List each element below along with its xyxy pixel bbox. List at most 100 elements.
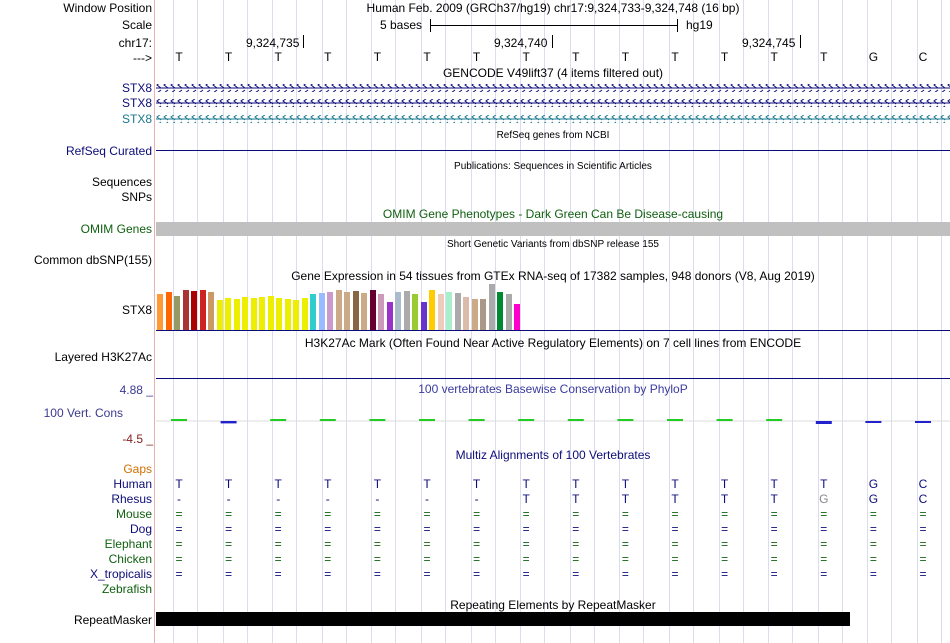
publications-sequences-label[interactable]: Sequences	[91, 175, 152, 189]
phylop-score-mark[interactable]	[319, 419, 336, 421]
gtex-tissue-bar[interactable]	[429, 290, 435, 330]
gtex-tissue-bar[interactable]	[157, 294, 163, 330]
phylop-score-mark[interactable]	[369, 419, 386, 421]
gtex-bar-chart[interactable]	[156, 282, 536, 330]
gencode-item-2-label[interactable]: STX8	[121, 96, 152, 110]
multiz-aligned-base: G	[819, 492, 829, 506]
ruler-tick-1: 9,324,735	[246, 36, 300, 50]
gtex-tissue-bar[interactable]	[420, 302, 427, 330]
gtex-tissue-bar[interactable]	[242, 297, 248, 330]
phylop-score-mark[interactable]	[419, 419, 435, 421]
refseq-label[interactable]: RefSeq Curated	[65, 144, 152, 158]
multiz-species-label[interactable]: Zebrafish	[101, 582, 152, 596]
gtex-tissue-bar[interactable]	[191, 291, 197, 330]
phylop-score-mark[interactable]	[667, 419, 683, 421]
multiz-aligned-base: =	[721, 537, 729, 551]
multiz-species-label[interactable]: Mouse	[115, 507, 152, 521]
gencode-transcript-2[interactable]	[156, 99, 950, 107]
phylop-plot[interactable]	[156, 400, 950, 440]
gtex-tissue-bar[interactable]	[386, 302, 393, 330]
gtex-tissue-bar[interactable]	[250, 298, 257, 330]
multiz-species-label[interactable]: Human	[113, 477, 152, 491]
gtex-tissue-bar[interactable]	[488, 284, 495, 330]
gtex-tissue-bar[interactable]	[463, 297, 469, 330]
gtex-tissue-bar[interactable]	[437, 294, 444, 330]
gtex-tissue-bar[interactable]	[395, 292, 401, 330]
multiz-species-label[interactable]: Rhesus	[111, 492, 152, 506]
gtex-tissue-bar[interactable]	[505, 294, 512, 330]
gtex-tissue-bar[interactable]	[225, 298, 231, 330]
omim-label[interactable]: OMIM Genes	[80, 222, 152, 236]
multiz-species-label[interactable]: Dog	[129, 522, 152, 536]
phylop-score-mark[interactable]	[567, 419, 584, 421]
gtex-tissue-bar[interactable]	[276, 298, 282, 330]
gtex-tissue-bar[interactable]	[480, 299, 486, 330]
gtex-tissue-bar[interactable]	[182, 290, 189, 330]
gtex-tissue-bar[interactable]	[259, 297, 265, 330]
gencode-features[interactable]	[156, 81, 950, 127]
gtex-tissue-bar[interactable]	[318, 293, 325, 330]
gtex-tissue-bar[interactable]	[352, 291, 359, 330]
multiz-aligned-base: =	[621, 567, 629, 581]
gtex-tissue-bar[interactable]	[301, 298, 308, 330]
conservation-max-label: 4.88 _	[119, 383, 153, 397]
gtex-tissue-bar[interactable]	[361, 293, 367, 330]
gtex-tissue-bar[interactable]	[216, 300, 223, 330]
phylop-score-mark[interactable]	[468, 419, 485, 421]
gencode-transcript-1[interactable]	[156, 84, 950, 92]
gtex-tissue-bar[interactable]	[233, 299, 240, 330]
gtex-tissue-bar[interactable]	[497, 292, 503, 330]
multiz-aligned-base: C	[918, 477, 928, 491]
multiz-species-label[interactable]: Elephant	[104, 537, 152, 551]
publications-snps-label[interactable]: SNPs	[121, 190, 152, 204]
gtex-tissue-bar[interactable]	[446, 292, 452, 330]
phylop-score-mark[interactable]	[915, 421, 931, 423]
phylop-score-mark[interactable]	[716, 419, 733, 421]
phylop-score-mark[interactable]	[865, 421, 882, 423]
gtex-tissue-bar[interactable]	[293, 300, 299, 330]
refseq-feature-line[interactable]	[156, 150, 950, 151]
repeatmasker-element[interactable]	[156, 612, 850, 626]
dbsnp-label[interactable]: Common dbSNP(155)	[33, 253, 152, 267]
gtex-tissue-bar[interactable]	[208, 292, 214, 330]
gtex-tissue-bar[interactable]	[199, 290, 206, 330]
omim-phenotype-bar[interactable]	[156, 222, 950, 236]
phylop-score-mark[interactable]	[518, 419, 535, 421]
gtex-tissue-bar[interactable]	[344, 292, 350, 330]
conservation-label[interactable]: 100 Vert. Cons	[43, 406, 123, 420]
gtex-tissue-bar[interactable]	[454, 293, 461, 330]
gtex-label[interactable]: STX8	[121, 303, 152, 317]
gtex-tissue-bar[interactable]	[378, 294, 384, 330]
multiz-gaps-label[interactable]: Gaps	[123, 462, 152, 476]
gencode-item-3-label[interactable]: STX8	[121, 112, 152, 126]
scale-bar-right-end	[677, 19, 678, 32]
phylop-score-mark[interactable]	[766, 419, 783, 421]
multiz-species-label[interactable]: X_tropicalis	[89, 567, 152, 581]
gencode-item-1-label[interactable]: STX8	[121, 81, 152, 95]
multiz-aligned-base: =	[572, 552, 580, 566]
multiz-aligned-base: =	[820, 522, 828, 536]
h3k27ac-label[interactable]: Layered H3K27Ac	[54, 350, 152, 364]
multiz-aligned-base: =	[324, 522, 332, 536]
gtex-tissue-bar[interactable]	[174, 296, 180, 330]
phylop-score-mark[interactable]	[815, 421, 832, 424]
gtex-tissue-bar[interactable]	[310, 294, 316, 330]
gencode-transcript-3[interactable]	[156, 115, 950, 123]
gtex-tissue-bar[interactable]	[471, 299, 478, 330]
repeatmasker-label[interactable]: RepeatMasker	[73, 613, 152, 627]
gtex-tissue-bar[interactable]	[369, 290, 376, 330]
phylop-score-mark[interactable]	[220, 421, 237, 424]
multiz-aligned-base: T	[671, 477, 679, 491]
gtex-tissue-bar[interactable]	[412, 294, 418, 330]
gtex-tissue-bar[interactable]	[403, 291, 410, 330]
gtex-tissue-bar[interactable]	[165, 292, 172, 330]
phylop-score-mark[interactable]	[270, 419, 287, 421]
phylop-score-mark[interactable]	[617, 419, 634, 421]
gtex-tissue-bar[interactable]	[327, 292, 333, 330]
multiz-species-label[interactable]: Chicken	[108, 552, 152, 566]
phylop-score-mark[interactable]	[171, 419, 187, 421]
gtex-tissue-bar[interactable]	[514, 304, 520, 330]
gtex-tissue-bar[interactable]	[267, 296, 274, 330]
gtex-tissue-bar[interactable]	[284, 299, 291, 330]
gtex-tissue-bar[interactable]	[335, 290, 342, 330]
